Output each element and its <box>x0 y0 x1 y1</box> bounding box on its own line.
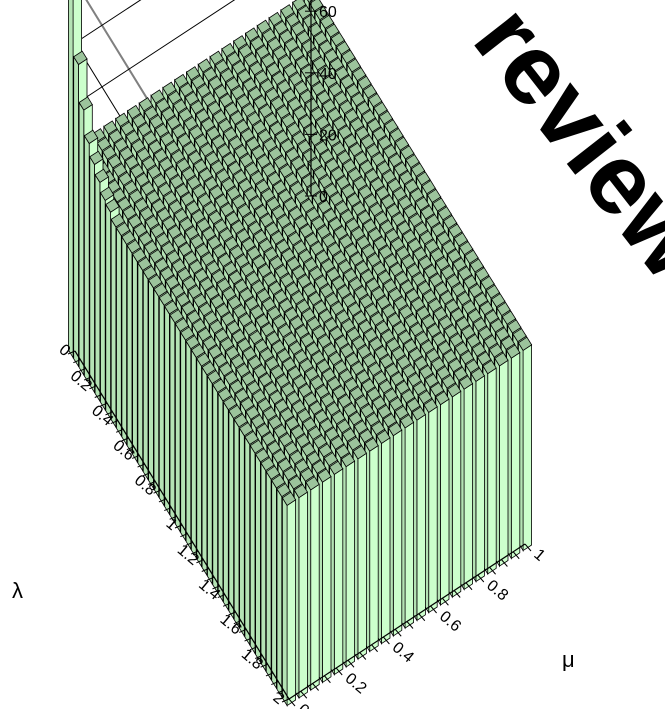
bar-side-face <box>202 367 207 575</box>
bar-front-face <box>500 360 509 566</box>
bar-front-face <box>346 461 355 667</box>
bar-side-face <box>277 489 282 697</box>
bar <box>448 384 461 597</box>
bar-side-face <box>122 237 127 445</box>
bar <box>294 484 307 698</box>
bar-side-face <box>111 219 116 427</box>
y-axis-title: λ <box>12 578 23 603</box>
mu-tick-label: 0 <box>294 701 312 709</box>
bar <box>471 368 484 581</box>
bar-side-face <box>133 254 138 462</box>
bar-side-face <box>208 376 213 584</box>
bar <box>330 461 343 674</box>
bar <box>436 391 449 605</box>
bar-front-face <box>405 422 414 628</box>
bar-side-face <box>79 103 84 376</box>
bar <box>400 415 413 628</box>
bar-front-face <box>429 407 438 613</box>
bar <box>353 446 366 659</box>
bar-front-face <box>311 484 320 690</box>
z-tick-label: 60 <box>319 4 337 21</box>
bar-side-face <box>261 463 266 671</box>
bar-side-face <box>186 341 191 549</box>
mu-tick-label: 0.6 <box>436 608 464 635</box>
bar-side-face <box>213 385 218 593</box>
bar-front-face <box>417 415 426 621</box>
bar-front-face <box>334 469 343 675</box>
bar <box>495 353 508 566</box>
bar-side-face <box>95 175 100 401</box>
bar-side-face <box>245 437 250 645</box>
bar-side-face <box>197 359 202 567</box>
bar <box>341 453 354 667</box>
bar <box>318 469 331 683</box>
bar-side-face <box>191 350 196 558</box>
bar-front-face <box>299 492 308 698</box>
bar-side-face <box>218 393 223 601</box>
bar <box>377 430 390 643</box>
bar <box>282 492 295 705</box>
bar-side-face <box>101 193 106 410</box>
bar-side-face <box>165 306 170 514</box>
bar <box>365 438 378 652</box>
bar-side-face <box>159 298 164 506</box>
bar-side-face <box>84 136 89 384</box>
bar <box>507 345 520 559</box>
bar <box>518 337 531 550</box>
bar <box>389 422 402 636</box>
bars <box>68 0 531 706</box>
bar <box>424 399 437 612</box>
z-tick-label: 40 <box>319 66 337 83</box>
bar-side-face <box>68 0 73 358</box>
bar-front-face <box>441 399 450 605</box>
bar-front-face <box>488 368 497 574</box>
bar-side-face <box>175 324 180 532</box>
bar-side-face <box>74 57 79 367</box>
bar-side-face <box>149 280 154 488</box>
z-tick-label: 20 <box>319 127 337 144</box>
bar-front-face <box>452 391 461 597</box>
bar-side-face <box>106 205 111 419</box>
bar-side-face <box>90 157 95 393</box>
bar-side-face <box>234 420 239 628</box>
bar <box>306 477 319 690</box>
bar-front-face <box>358 453 367 659</box>
x-axis-title: μ <box>562 647 575 672</box>
bar-front-face <box>476 376 485 582</box>
mu-tick-label: 0.8 <box>483 577 511 604</box>
bar <box>483 360 496 574</box>
bar-side-face <box>229 411 234 619</box>
bar-front-face <box>323 477 332 683</box>
bar-side-face <box>143 272 148 480</box>
z-tick-label: 0 <box>319 189 328 206</box>
bar <box>459 376 472 590</box>
bar-front-face <box>393 430 402 636</box>
bar-side-face <box>272 480 277 688</box>
watermark: review <box>453 0 665 299</box>
watermark-text: review <box>453 0 665 299</box>
bar-front-face <box>511 353 520 559</box>
bar-side-face <box>117 228 122 436</box>
mu-tick-label: 0.4 <box>389 639 417 666</box>
bar-side-face <box>240 428 245 636</box>
mu-tick-label: 1 <box>530 546 548 565</box>
bar-side-face <box>138 263 143 471</box>
bar-side-face <box>250 446 255 654</box>
bar-side-face <box>181 333 186 541</box>
bar-front-face <box>464 384 473 590</box>
bar-side-face <box>282 498 287 706</box>
bar-side-face <box>127 246 132 454</box>
bar-side-face <box>266 472 271 680</box>
bar-side-face <box>154 289 159 497</box>
bar-front-face <box>287 500 296 706</box>
mu-tick-label: 0.2 <box>342 670 370 697</box>
bar-side-face <box>224 402 229 610</box>
bar-front-face <box>523 345 532 551</box>
bar-side-face <box>256 454 261 662</box>
bar-front-face <box>370 446 379 652</box>
bar-side-face <box>170 315 175 523</box>
bar-front-face <box>382 438 391 644</box>
bar <box>412 407 425 621</box>
